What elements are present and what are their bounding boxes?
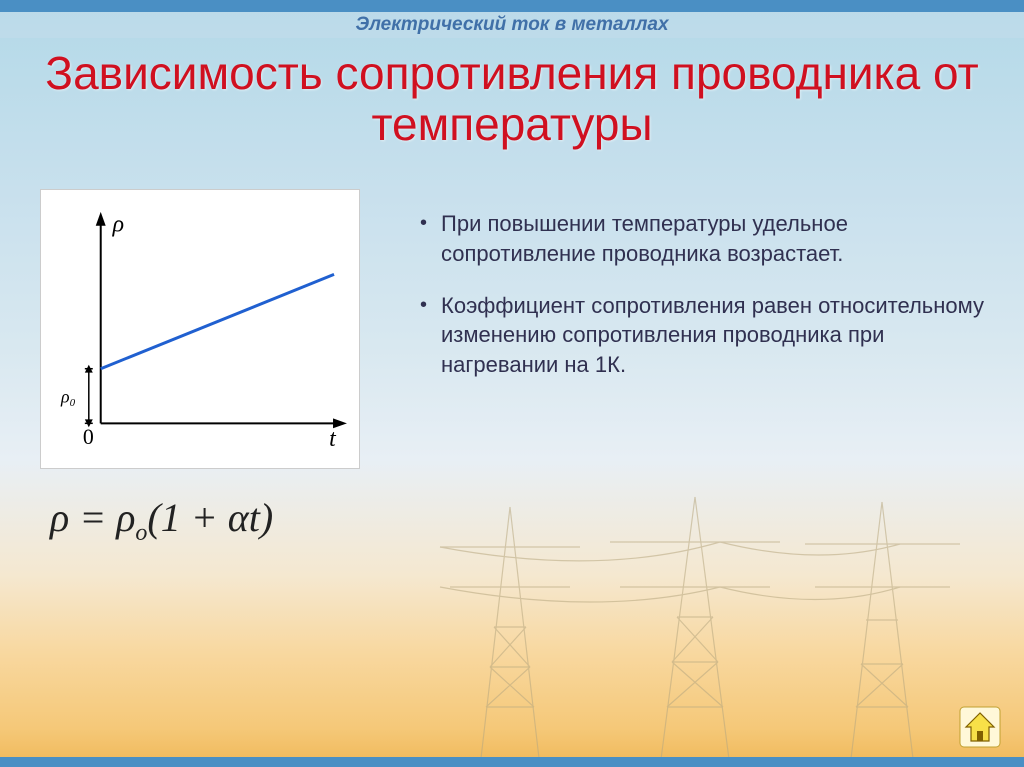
bullet-dot-icon: •	[420, 209, 427, 237]
origin-label: 0	[83, 425, 94, 449]
slide-title: Зависимость сопротивления проводника от …	[0, 38, 1024, 169]
bottom-accent-bar	[0, 757, 1024, 767]
y-axis-label: ρ	[112, 212, 124, 238]
x-axis-label: t	[329, 426, 337, 452]
left-column: ρ t 0 ρ₀ ρ = ρo(1 + αt)	[40, 189, 390, 547]
formula: ρ = ρo(1 + αt)	[40, 494, 390, 547]
top-accent-bar	[0, 0, 1024, 12]
resistance-chart: ρ t 0 ρ₀	[40, 189, 360, 469]
right-column: • При повышении температуры удельное соп…	[420, 189, 984, 547]
home-icon	[958, 705, 1002, 749]
chart-svg: ρ t 0 ρ₀	[41, 190, 359, 468]
bullet-text: Коэффициент сопротивления равен относите…	[441, 291, 984, 380]
bullet-item: • При повышении температуры удельное соп…	[420, 209, 984, 268]
home-button[interactable]	[958, 705, 1002, 749]
bullet-item: • Коэффициент сопротивления равен относи…	[420, 291, 984, 380]
content-area: ρ t 0 ρ₀ ρ = ρo(1 + αt) • При повышении …	[0, 169, 1024, 547]
section-header: Электрический ток в металлах	[0, 12, 1024, 38]
intercept-label: ρ₀	[60, 387, 76, 407]
bullet-text: При повышении температуры удельное сопро…	[441, 209, 984, 268]
bullet-dot-icon: •	[420, 291, 427, 319]
